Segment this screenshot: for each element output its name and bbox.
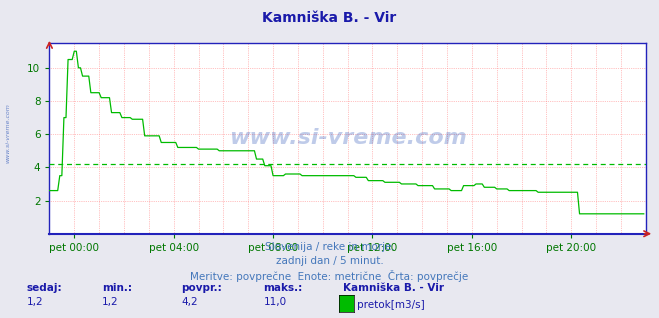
Text: 4,2: 4,2 xyxy=(181,297,198,307)
Text: povpr.:: povpr.: xyxy=(181,283,222,293)
Text: Slovenija / reke in morje.: Slovenija / reke in morje. xyxy=(264,242,395,252)
Text: zadnji dan / 5 minut.: zadnji dan / 5 minut. xyxy=(275,256,384,266)
Text: www.si-vreme.com: www.si-vreme.com xyxy=(5,104,11,163)
Text: Kamniška B. - Vir: Kamniška B. - Vir xyxy=(262,11,397,25)
Text: 1,2: 1,2 xyxy=(102,297,119,307)
Text: sedaj:: sedaj: xyxy=(26,283,62,293)
Text: maks.:: maks.: xyxy=(264,283,303,293)
Text: 1,2: 1,2 xyxy=(26,297,43,307)
Text: Meritve: povprečne  Enote: metrične  Črta: povprečje: Meritve: povprečne Enote: metrične Črta:… xyxy=(190,270,469,282)
Text: www.si-vreme.com: www.si-vreme.com xyxy=(229,128,467,148)
Text: 11,0: 11,0 xyxy=(264,297,287,307)
Text: Kamniška B. - Vir: Kamniška B. - Vir xyxy=(343,283,444,293)
Text: pretok[m3/s]: pretok[m3/s] xyxy=(357,300,425,310)
Text: min.:: min.: xyxy=(102,283,132,293)
